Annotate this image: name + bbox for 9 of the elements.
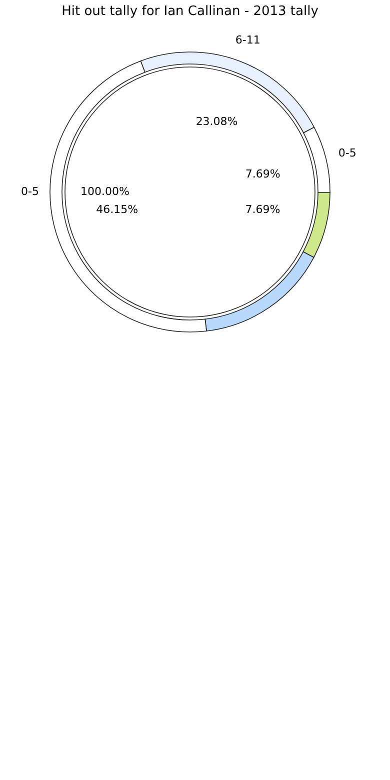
data-label: 7.69% (245, 167, 280, 180)
slice-label: 0-5 (338, 146, 356, 160)
data-label: 46.15% (96, 202, 138, 216)
slice-label: 6-11 (235, 34, 260, 47)
slice-label: 0-5 (21, 185, 39, 198)
chart-title: Hit out tally for Ian Callinan - 2013 tally (62, 4, 319, 19)
data-label: 100.00% (80, 185, 130, 198)
data-label: 7.69% (245, 203, 280, 216)
data-label: 23.08% (196, 114, 238, 128)
